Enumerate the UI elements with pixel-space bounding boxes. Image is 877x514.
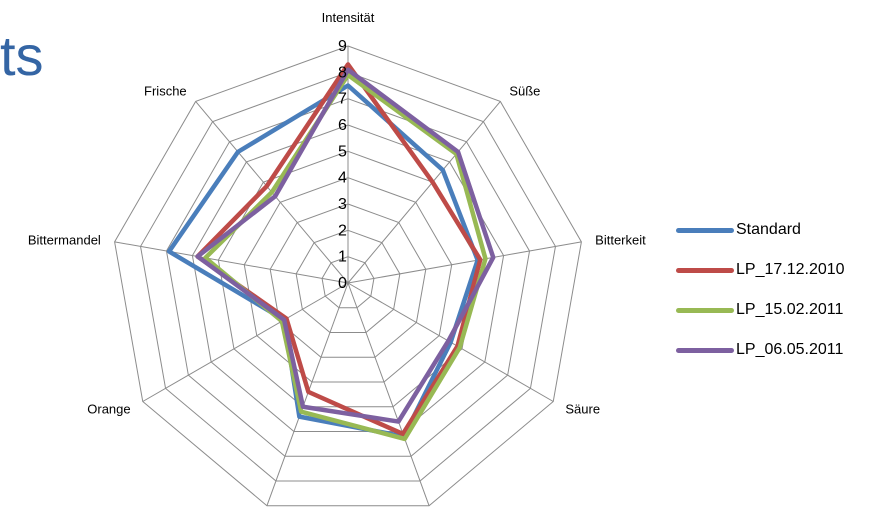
tick-label: 5 [338, 143, 347, 160]
radar-series [166, 62, 496, 442]
tick-label: 7 [338, 91, 347, 108]
series-line [195, 67, 496, 424]
chart-legend: Standard LP_17.12.2010 LP_15.02.2011 LP_… [676, 210, 845, 370]
tick-label: 9 [338, 38, 347, 55]
grid-ring [295, 229, 401, 333]
axis-spoke [266, 282, 349, 506]
category-label: Frische [144, 84, 187, 99]
legend-swatch [676, 307, 734, 313]
category-label: Fruchtigkeit [434, 512, 502, 514]
category-label: Säure [565, 402, 600, 417]
tick-label: 2 [338, 222, 347, 239]
axis-spoke [142, 282, 349, 402]
category-label: Apfel [233, 512, 263, 514]
category-label: Intensität [322, 10, 375, 25]
legend-item: LP_06.05.2011 [676, 330, 845, 370]
category-label: Orange [87, 402, 130, 417]
legend-label: LP_17.12.2010 [736, 261, 845, 278]
legend-swatch [676, 267, 734, 273]
tick-label: 8 [338, 64, 347, 81]
axis-spoke [347, 101, 501, 284]
grid-ring [269, 203, 427, 358]
category-label: Süße [509, 84, 540, 99]
grid-ring [165, 98, 531, 457]
grid-ring [321, 256, 375, 309]
tick-label: 3 [338, 196, 347, 213]
axis-spoke [347, 241, 582, 284]
tick-label: 4 [338, 170, 347, 187]
category-labels: Intensität Süße Bitterkeit Säure Fruchtigkei… [28, 10, 646, 514]
grid-ring [243, 177, 453, 383]
legend-item: Standard [676, 210, 845, 250]
radial-tick-labels: 0 1 2 3 4 5 6 7 8 9 [338, 38, 347, 292]
grid-ring [114, 45, 582, 507]
category-label: Bitterkeit [595, 232, 646, 247]
legend-swatch [676, 227, 734, 233]
tick-label: 0 [338, 275, 347, 292]
radar-grid [114, 45, 582, 507]
legend-swatch [676, 347, 734, 353]
tick-label: 6 [338, 117, 347, 134]
legend-label: LP_06.05.2011 [736, 341, 844, 358]
axis-spoke [114, 241, 349, 284]
legend-label: Standard [736, 221, 801, 238]
legend-item: LP_17.12.2010 [676, 250, 845, 290]
tick-label: 1 [338, 249, 347, 266]
partial-slide-title: ts [0, 24, 44, 87]
legend-item: LP_15.02.2011 [676, 290, 845, 330]
category-label: Bittermandel [28, 232, 101, 247]
grid-ring [140, 71, 556, 482]
axis-spoke [347, 282, 430, 506]
legend-label: LP_15.02.2011 [736, 301, 844, 318]
